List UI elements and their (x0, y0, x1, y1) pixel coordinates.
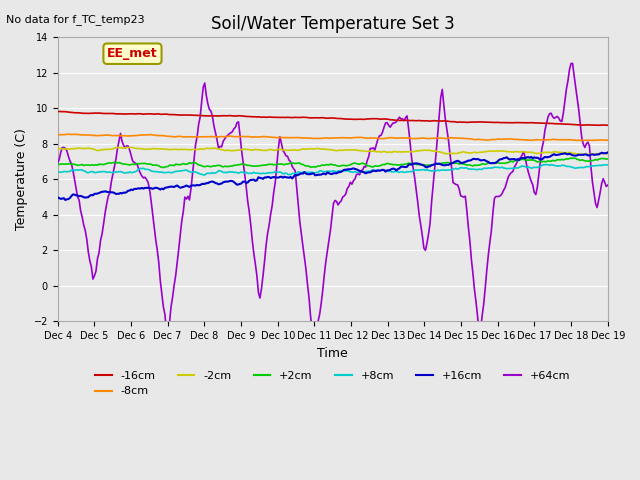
Title: Soil/Water Temperature Set 3: Soil/Water Temperature Set 3 (211, 15, 454, 33)
Text: EE_met: EE_met (107, 47, 158, 60)
Text: No data for f_TC_temp23: No data for f_TC_temp23 (6, 14, 145, 25)
Y-axis label: Temperature (C): Temperature (C) (15, 128, 28, 230)
Legend: -16cm, -8cm, -2cm, +2cm, +8cm, +16cm, +64cm: -16cm, -8cm, -2cm, +2cm, +8cm, +16cm, +6… (91, 366, 575, 401)
X-axis label: Time: Time (317, 347, 348, 360)
